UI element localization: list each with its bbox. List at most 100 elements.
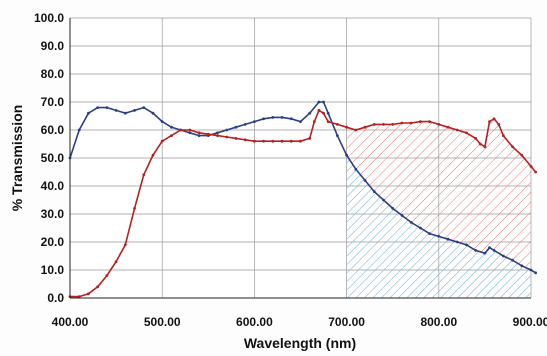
data-point bbox=[299, 139, 302, 143]
data-point bbox=[488, 246, 491, 250]
data-point bbox=[170, 134, 173, 138]
data-point bbox=[197, 131, 201, 135]
data-point bbox=[234, 137, 238, 140]
data-point bbox=[96, 106, 100, 109]
data-point bbox=[354, 167, 358, 171]
data-point bbox=[289, 139, 293, 143]
data-point bbox=[455, 240, 459, 244]
data-point bbox=[437, 235, 441, 238]
data-point bbox=[529, 165, 533, 168]
data-point bbox=[372, 123, 376, 126]
hatched-region bbox=[346, 118, 531, 298]
data-point bbox=[280, 116, 284, 119]
data-point bbox=[317, 100, 321, 104]
tick-labels: 0.0 10.0 20.0 30.0 40.0 50.0 60.0 70.0 80.0 90.0 1… bbox=[34, 11, 547, 329]
data-point bbox=[465, 131, 468, 135]
data-point bbox=[216, 131, 219, 135]
data-point bbox=[87, 292, 90, 296]
data-point bbox=[501, 134, 505, 138]
data-point bbox=[77, 295, 81, 298]
data-point bbox=[382, 198, 385, 202]
data-point bbox=[289, 117, 293, 121]
x-tick-label: 600.00 bbox=[236, 315, 273, 329]
y-tick-label: 50.0 bbox=[41, 151, 65, 165]
x-tick-label: 500.00 bbox=[144, 315, 181, 329]
data-point bbox=[492, 249, 496, 252]
data-point bbox=[534, 170, 538, 174]
data-point bbox=[179, 128, 183, 132]
y-tick-label: 60.0 bbox=[41, 123, 65, 137]
data-point bbox=[96, 285, 100, 289]
data-point bbox=[418, 226, 422, 230]
x-axis-title: Wavelength (nm) bbox=[244, 335, 356, 351]
data-point bbox=[271, 116, 275, 119]
data-point bbox=[446, 237, 450, 241]
data-point bbox=[363, 125, 367, 129]
data-point bbox=[520, 153, 524, 157]
data-point bbox=[271, 139, 275, 143]
data-point bbox=[534, 271, 538, 275]
data-point bbox=[511, 145, 514, 149]
data-point bbox=[488, 120, 491, 123]
axes bbox=[69, 18, 531, 299]
data-point bbox=[188, 131, 192, 135]
data-point bbox=[87, 111, 90, 115]
blue-hatch-area bbox=[346, 155, 531, 298]
data-point bbox=[335, 123, 339, 126]
data-point bbox=[391, 207, 395, 210]
y-tick-label: 90.0 bbox=[41, 39, 65, 53]
data-point bbox=[391, 123, 395, 126]
y-tick-label: 100.0 bbox=[34, 11, 64, 25]
series-layer bbox=[68, 100, 538, 298]
data-point bbox=[409, 121, 413, 125]
data-point bbox=[483, 145, 487, 149]
data-point bbox=[253, 120, 256, 123]
data-point bbox=[474, 249, 478, 252]
series-line-1 bbox=[69, 101, 537, 274]
data-point bbox=[354, 128, 358, 132]
data-point bbox=[160, 139, 164, 143]
data-point bbox=[253, 139, 256, 143]
data-point bbox=[123, 243, 127, 247]
data-point bbox=[225, 128, 229, 132]
data-point bbox=[77, 128, 81, 132]
data-point bbox=[188, 128, 192, 132]
data-point bbox=[225, 135, 229, 139]
data-point bbox=[474, 137, 478, 140]
data-point bbox=[335, 134, 339, 138]
data-point bbox=[511, 258, 514, 262]
data-point bbox=[409, 221, 413, 224]
data-point bbox=[160, 120, 164, 123]
data-point bbox=[520, 264, 524, 268]
x-tick-label: 700.00 bbox=[328, 315, 365, 329]
data-point bbox=[428, 120, 431, 123]
data-point bbox=[308, 137, 312, 140]
data-point bbox=[322, 100, 325, 104]
x-tick-label: 900.00 bbox=[513, 315, 547, 329]
red-hatch-area bbox=[346, 118, 531, 270]
data-point bbox=[299, 120, 302, 123]
data-point bbox=[497, 123, 501, 126]
y-axis-title: % Transmission bbox=[9, 105, 25, 212]
data-point bbox=[317, 109, 321, 112]
data-point bbox=[345, 125, 348, 129]
data-point bbox=[114, 109, 118, 112]
data-point bbox=[206, 132, 210, 136]
y-tick-label: 70.0 bbox=[41, 95, 65, 109]
x-tick-label: 400.00 bbox=[52, 315, 89, 329]
data-point bbox=[363, 179, 367, 182]
y-tick-label: 0.0 bbox=[47, 291, 64, 305]
data-point bbox=[400, 214, 404, 217]
data-point bbox=[483, 251, 487, 255]
data-point bbox=[322, 111, 325, 115]
data-point bbox=[262, 139, 266, 143]
data-point bbox=[492, 117, 496, 121]
data-point bbox=[308, 111, 312, 115]
y-tick-label: 10.0 bbox=[41, 263, 65, 277]
data-point bbox=[478, 142, 482, 146]
data-point bbox=[243, 123, 247, 126]
data-point bbox=[465, 243, 468, 247]
data-point bbox=[446, 125, 450, 129]
data-point bbox=[142, 106, 146, 109]
